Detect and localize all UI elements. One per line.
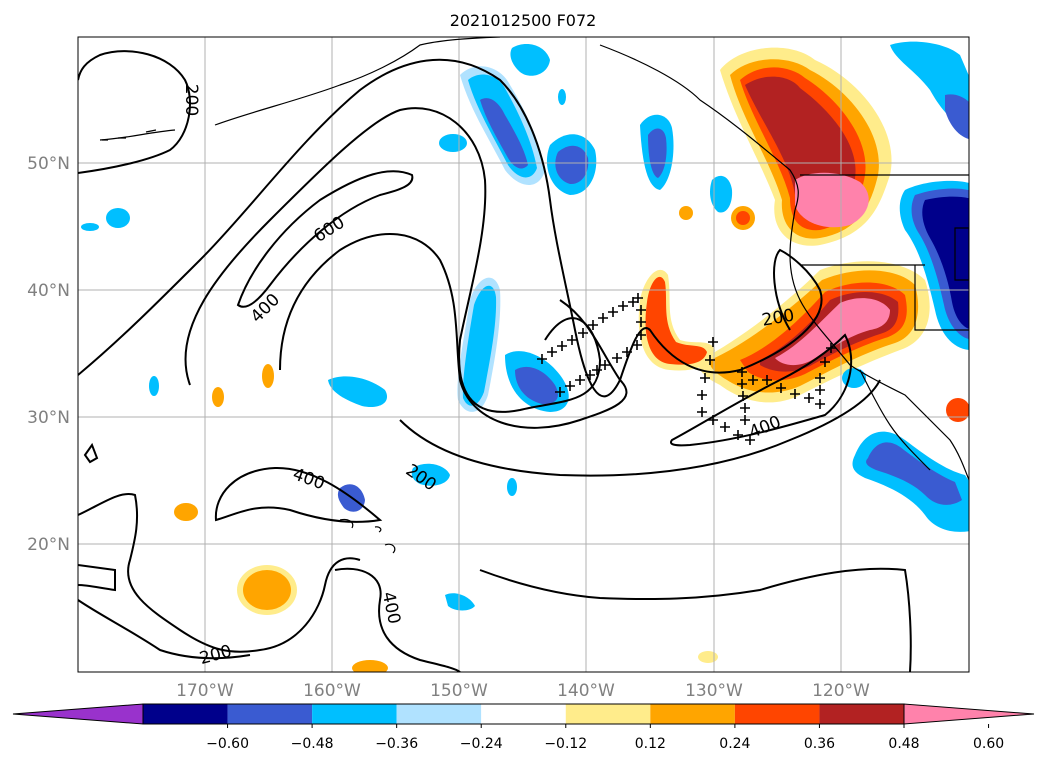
map-panel: 200 600 400 400 200 200 400 400 200 [78,37,969,672]
colorbar-tick-label: 0.36 [804,736,835,752]
positive-spot [174,503,198,521]
lon-label-140w: 140°W [557,681,615,701]
colorbar-extend-right [903,703,1035,725]
plus-marker-track-c [697,337,836,445]
negative-region [648,128,667,178]
negative-spot [149,376,159,396]
negative-region [411,463,450,486]
aleutian-coast [102,129,157,141]
lon-label-160w: 160°W [303,681,361,701]
colorbar-tick-label: −0.24 [460,736,503,752]
positive-spot [212,387,224,407]
contour-600 [236,170,414,308]
colorbar: −0.60 −0.48 −0.36 −0.24 −0.12 0.12 0.24 0.36 0.4… [12,703,1035,752]
bc-coast [599,44,799,211]
colorbar-segment [650,704,735,724]
coastlines [99,37,969,554]
colorbar-tick-label: −0.48 [291,736,334,752]
negative-region-gulf-core [480,98,528,169]
positive-spot [698,651,718,663]
positive-spot [679,206,693,220]
colorbar-tick-label: −0.60 [206,736,249,752]
contour-label: 200 [181,84,201,116]
negative-region [328,376,388,408]
plus-marker-track-a [537,293,643,364]
negative-spot [842,368,866,388]
contour-400-ring [184,107,602,413]
negative-spot [558,89,566,105]
latitude-labels: 50°N 40°N 30°N 20°N [27,154,70,555]
map-border [77,36,970,673]
contour-200-subtropics [78,493,361,660]
negative-region-mexico-inner [866,442,962,505]
negative-region [710,175,733,213]
colorbar-outline [142,703,905,725]
shaded-fields [81,41,969,672]
lat-label-40: 40°N [27,281,70,301]
positive-spot [352,660,388,672]
negative-region [462,285,497,406]
negative-spot [81,223,99,231]
contour-200-south [399,379,881,477]
contour-small [78,564,116,592]
contour-400-south [334,567,461,672]
colorbar-segment [819,704,904,724]
colorbar-segment [227,704,313,724]
negative-region [510,44,550,76]
lat-label-20: 20°N [27,535,70,555]
colorbar-tick-label: 0.12 [635,736,666,752]
contour-200-main [78,58,823,398]
colorbar-tick-label: 0.24 [719,736,750,752]
negative-region-rockies-core [922,196,969,329]
colorbar-segment [565,704,651,724]
plus-markers [537,293,836,445]
us-west-coast [789,209,969,481]
baja-coast [859,369,931,471]
contour-400-hi [214,466,383,523]
positive-spot [243,570,291,610]
colorbar-tick-label: 0.48 [888,736,919,752]
plus-marker-track-b [555,305,646,397]
contour-tiny [83,442,99,464]
lon-label-120w: 120°W [812,681,870,701]
colorbar-segment [734,704,820,724]
positive-spot [736,211,750,225]
contour-200-north [78,50,191,174]
negative-region-top-right-inner [945,94,969,140]
colorbar-extend-left [12,703,144,725]
lat-label-50: 50°N [27,154,70,174]
lat-label-30: 30°N [27,408,70,428]
negative-spot [507,478,517,496]
contours [78,50,912,672]
state-borders [800,174,969,331]
lon-label-150w: 150°W [430,681,488,701]
contour-400-sw [670,333,853,447]
negative-region [445,593,475,611]
map-title: 2021012500 F072 [450,11,597,30]
colorbar-segment [396,704,482,724]
alaska-coast [99,37,501,141]
contour-200-se [479,567,912,672]
negative-spot [106,208,130,228]
negative-region [515,366,558,405]
colorbar-tick-label: 0.60 [973,736,1004,752]
positive-region-bc-peak [795,172,869,228]
colorbar-tick-label: −0.36 [375,736,418,752]
negative-region [555,145,589,185]
negative-spot [439,134,467,152]
positive-spot [262,364,274,388]
contour-400-inner [279,233,628,429]
longitude-labels: 170°W 160°W 150°W 140°W 130°W 120°W [176,681,870,701]
lon-label-170w: 170°W [176,681,234,701]
positive-region-sw-peak [775,298,890,366]
colorbar-tick-label: −0.12 [544,736,587,752]
colorbar-segment [312,704,397,724]
colorbar-segment [143,704,228,724]
colorbar-segment [481,704,566,724]
positive-spot [946,398,969,422]
lon-label-130w: 130°W [685,681,743,701]
